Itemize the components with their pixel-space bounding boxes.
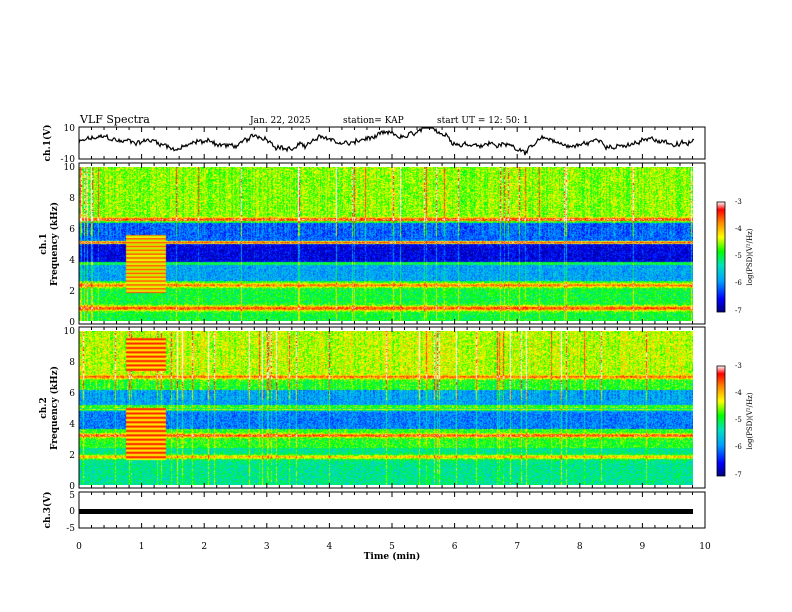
- ch1-freq-tick: 0: [69, 318, 75, 328]
- ch2-channel-label: ch.2: [39, 397, 49, 418]
- ch1-frequency-label: Frequency (kHz): [49, 202, 60, 286]
- x-tick-label: 10: [699, 542, 711, 552]
- figure-title: VLF Spectra: [79, 113, 150, 126]
- ch2-spectrogram-image: [79, 331, 693, 485]
- ch1-waveform-panel: 10 -10 ch.1(V): [42, 124, 706, 165]
- x-tick-label: 2: [201, 542, 207, 552]
- ch1-freq-tick: 2: [69, 287, 75, 297]
- x-axis: 0 1 2 3 4 5 6 7 8 9 10 Time (min): [76, 542, 711, 562]
- ch2-freq-tick: 8: [69, 358, 75, 368]
- ch2-spectrogram-image-wrap: [79, 331, 693, 485]
- ch1-cb-tick: -3: [735, 198, 742, 206]
- ch1-spectrogram-frame: [78, 162, 706, 325]
- ch1-cb-tick: -7: [735, 307, 742, 315]
- ch1-cb-tick: -6: [735, 279, 742, 287]
- station-label: station= KAP: [343, 116, 404, 126]
- ch2-freq-tick: 2: [69, 451, 75, 461]
- ch3-ytick-top: 5: [69, 491, 75, 501]
- ch2-freq-tick: 0: [69, 482, 75, 492]
- x-tick-label: 8: [577, 542, 583, 552]
- x-tick-label: 4: [327, 542, 333, 552]
- ch1-spectrogram-image: [79, 167, 693, 321]
- ch2-colorbar-label: log(PSD)(V²/Hz): [746, 392, 754, 449]
- ch1-freq-tick: 10: [64, 163, 76, 173]
- x-tick-label: 1: [139, 542, 145, 552]
- ch3-signal-ylabel: ch.3(V): [42, 492, 53, 529]
- ch3-signal-line: [79, 509, 693, 514]
- ch1-freq-tick: 4: [69, 256, 75, 266]
- ch3-ytick-bottom: -5: [66, 524, 75, 534]
- x-tick-label: 9: [640, 542, 646, 552]
- ch1-ytick-bottom: -10: [61, 155, 76, 165]
- ch1-colorbar-scale: [716, 201, 726, 313]
- x-tick-label: 0: [76, 542, 82, 552]
- ch1-freq-tick-labels: 10 8 6 4 2 0: [64, 163, 76, 328]
- ch2-frequency-label: Frequency (kHz): [49, 366, 60, 450]
- ch3-signal-frame: [78, 491, 706, 529]
- x-tick-label: 6: [452, 542, 458, 552]
- date-label: Jan. 22, 2025: [249, 116, 311, 126]
- ch2-cb-tick: -3: [735, 362, 742, 370]
- ch2-cb-tick: -7: [735, 471, 742, 479]
- ch2-colorbar-scale: [716, 365, 726, 477]
- ch1-freq-tick: 8: [69, 194, 75, 204]
- ch1-channel-label: ch.1: [39, 233, 49, 254]
- ch1-cb-tick: -5: [735, 252, 742, 260]
- ch2-cb-tick: -5: [735, 416, 742, 424]
- ch2-freq-tick: 10: [64, 327, 76, 337]
- ch2-colorbar: -3 -4 -5 -6 -7 log(PSD)(V²/Hz): [716, 362, 754, 479]
- ch1-colorbar-label: log(PSD)(V²/Hz): [746, 228, 754, 285]
- ch1-waveform-line: [78, 127, 695, 156]
- ch2-freq-tick-labels: 10 8 6 4 2 0: [64, 327, 76, 492]
- x-tick-label: 3: [264, 542, 270, 552]
- x-axis-label: Time (min): [364, 551, 421, 562]
- ch2-spectrogram-frame: [78, 326, 706, 489]
- start-time-label: start UT = 12: 50: 1: [437, 116, 529, 126]
- ch1-colorbar: -3 -4 -5 -6 -7 log(PSD)(V²/Hz): [716, 198, 754, 315]
- ch3-signal-panel: 5 0 -5 ch.3(V): [42, 491, 706, 534]
- ch1-spectrogram-panel: 10 8 6 4 2 0 ch.1 Frequency (kHz): [39, 162, 706, 328]
- ch2-spectrogram-panel: 10 8 6 4 2 0 ch.2 Frequency (kHz): [39, 326, 706, 492]
- ch3-ytick-mid: 0: [69, 507, 75, 517]
- ch1-ytick-top: 10: [64, 124, 76, 134]
- ch1-waveform-ticks: [78, 127, 706, 159]
- ch2-cb-tick: -4: [735, 389, 742, 397]
- ch3-signal-ticks: [78, 492, 706, 528]
- ch1-waveform-frame: [78, 126, 706, 160]
- ch2-freq-tick: 6: [69, 389, 75, 399]
- x-tick-label: 5: [389, 542, 395, 552]
- ch1-spectrogram-image-wrap: [79, 167, 693, 321]
- ch1-cb-tick: -4: [735, 225, 742, 233]
- ch1-waveform-ylabel: ch.1(V): [42, 125, 53, 162]
- x-tick-label: 7: [514, 542, 520, 552]
- ch2-cb-tick: -6: [735, 443, 742, 451]
- ch2-freq-tick: 4: [69, 420, 75, 430]
- ch1-freq-tick: 6: [69, 225, 75, 235]
